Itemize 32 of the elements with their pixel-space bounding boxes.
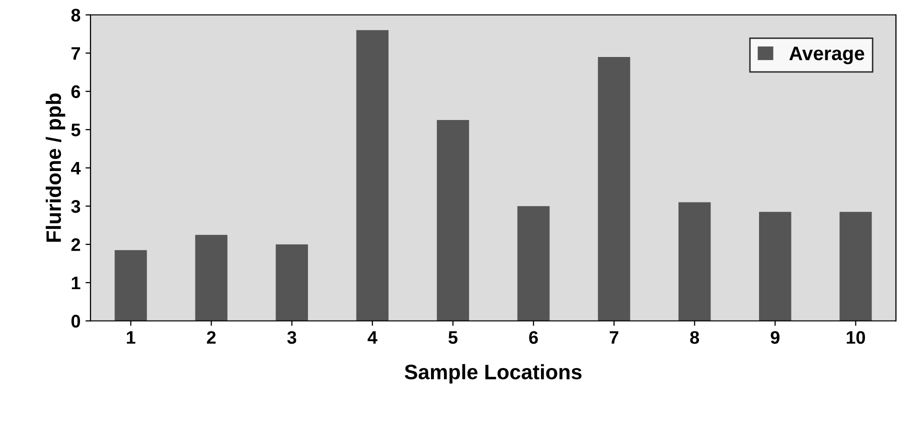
bar (517, 206, 550, 321)
bar (436, 120, 470, 321)
y-tick-label: 3 (71, 200, 80, 213)
x-tick-label: 4 (368, 331, 378, 344)
bar (598, 56, 630, 321)
y-tick-label: 4 (71, 162, 81, 174)
bar (759, 212, 792, 321)
bar (840, 212, 872, 321)
x-tick-label: 1 (126, 331, 136, 344)
y-axis-title: Fluridone / ppb (46, 94, 66, 242)
x-tick-label: 7 (610, 331, 618, 344)
y-tick-label: 2 (71, 238, 80, 251)
x-tick-label: 10 (846, 331, 865, 344)
y-tick-label: 0 (71, 314, 80, 328)
bar (678, 202, 711, 321)
bar (195, 234, 228, 321)
x-tick-label: 9 (770, 331, 780, 344)
y-tick-label: 7 (72, 47, 80, 60)
bar (114, 250, 147, 321)
x-axis-title: Sample Locations (404, 364, 582, 384)
bar (356, 30, 389, 321)
bar (276, 244, 308, 321)
y-tick-label: 5 (71, 124, 80, 136)
y-tick-label: 1 (72, 276, 80, 290)
x-tick-label: 5 (448, 331, 458, 344)
y-tick-label: 8 (71, 8, 80, 22)
x-tick-label: 8 (690, 331, 700, 344)
y-tick-label: 6 (71, 85, 80, 98)
legend-label: Average (789, 46, 864, 64)
x-tick-label: 2 (206, 331, 216, 344)
x-tick-label: 3 (287, 331, 296, 344)
x-tick-label: 6 (529, 331, 538, 344)
